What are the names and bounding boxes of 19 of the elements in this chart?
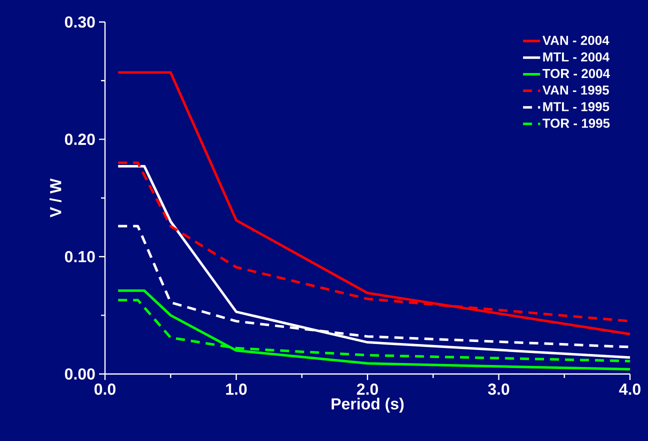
x-tick-label: 3.0 xyxy=(488,384,510,395)
x-tick-label: 2.0 xyxy=(356,384,378,395)
y-axis-title: V / W xyxy=(50,178,62,218)
legend-label: MTL - 1995 xyxy=(543,102,610,112)
y-tick-label: 0.20 xyxy=(64,134,95,145)
line-series xyxy=(116,165,632,359)
legend-label: VAN - 2004 xyxy=(542,36,610,45)
y-tick-label: 0.30 xyxy=(64,16,95,28)
x-tick-label: 1.0 xyxy=(226,384,247,395)
line-series xyxy=(116,289,632,371)
x-tick-label: 4.0 xyxy=(619,384,640,395)
legend-label: TOR - 1995 xyxy=(542,118,610,128)
y-tick-label: 0.00 xyxy=(64,368,95,380)
legend-label: MTL - 2004 xyxy=(543,52,610,62)
x-tick-label: 0.0 xyxy=(94,384,116,395)
x-axis-title: Period (s) xyxy=(332,398,404,413)
legend-label: VAN - 1995 xyxy=(542,85,609,95)
y-tick-label: 0.10 xyxy=(64,251,95,262)
legend-label: TOR - 2004 xyxy=(542,68,610,78)
